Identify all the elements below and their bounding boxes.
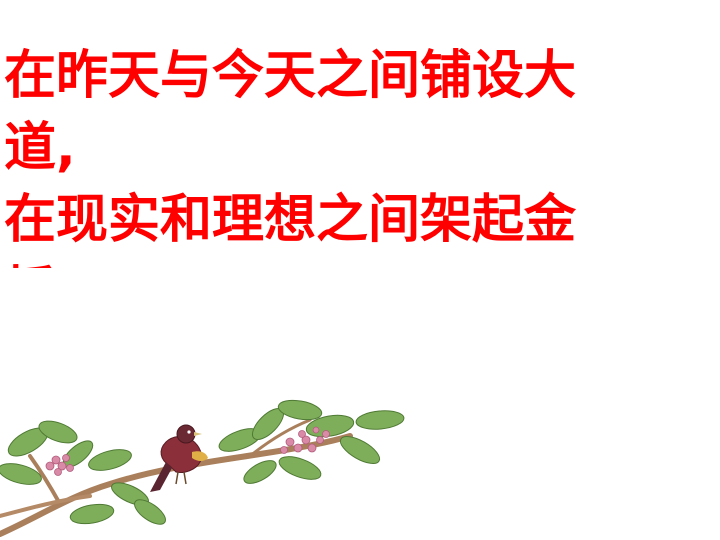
branch-twig <box>28 454 62 506</box>
branch-twig <box>248 418 312 458</box>
text-line-3: 在现实和理想之间架起金 <box>4 190 577 250</box>
text-line-1: 在昨天与今天之间铺设大 <box>4 46 577 106</box>
bird-branch-illustration <box>0 399 405 537</box>
slide-body-text: 在昨天与今天之间铺设大 道, 在现实和理想之间架起金 桥 <box>4 40 694 268</box>
bird <box>150 424 208 492</box>
text-line-2: 道, <box>4 118 76 178</box>
branch-lower <box>0 494 92 518</box>
text-line-4: 桥 <box>4 256 694 268</box>
blossoms <box>45 426 330 476</box>
leaves <box>0 399 405 525</box>
